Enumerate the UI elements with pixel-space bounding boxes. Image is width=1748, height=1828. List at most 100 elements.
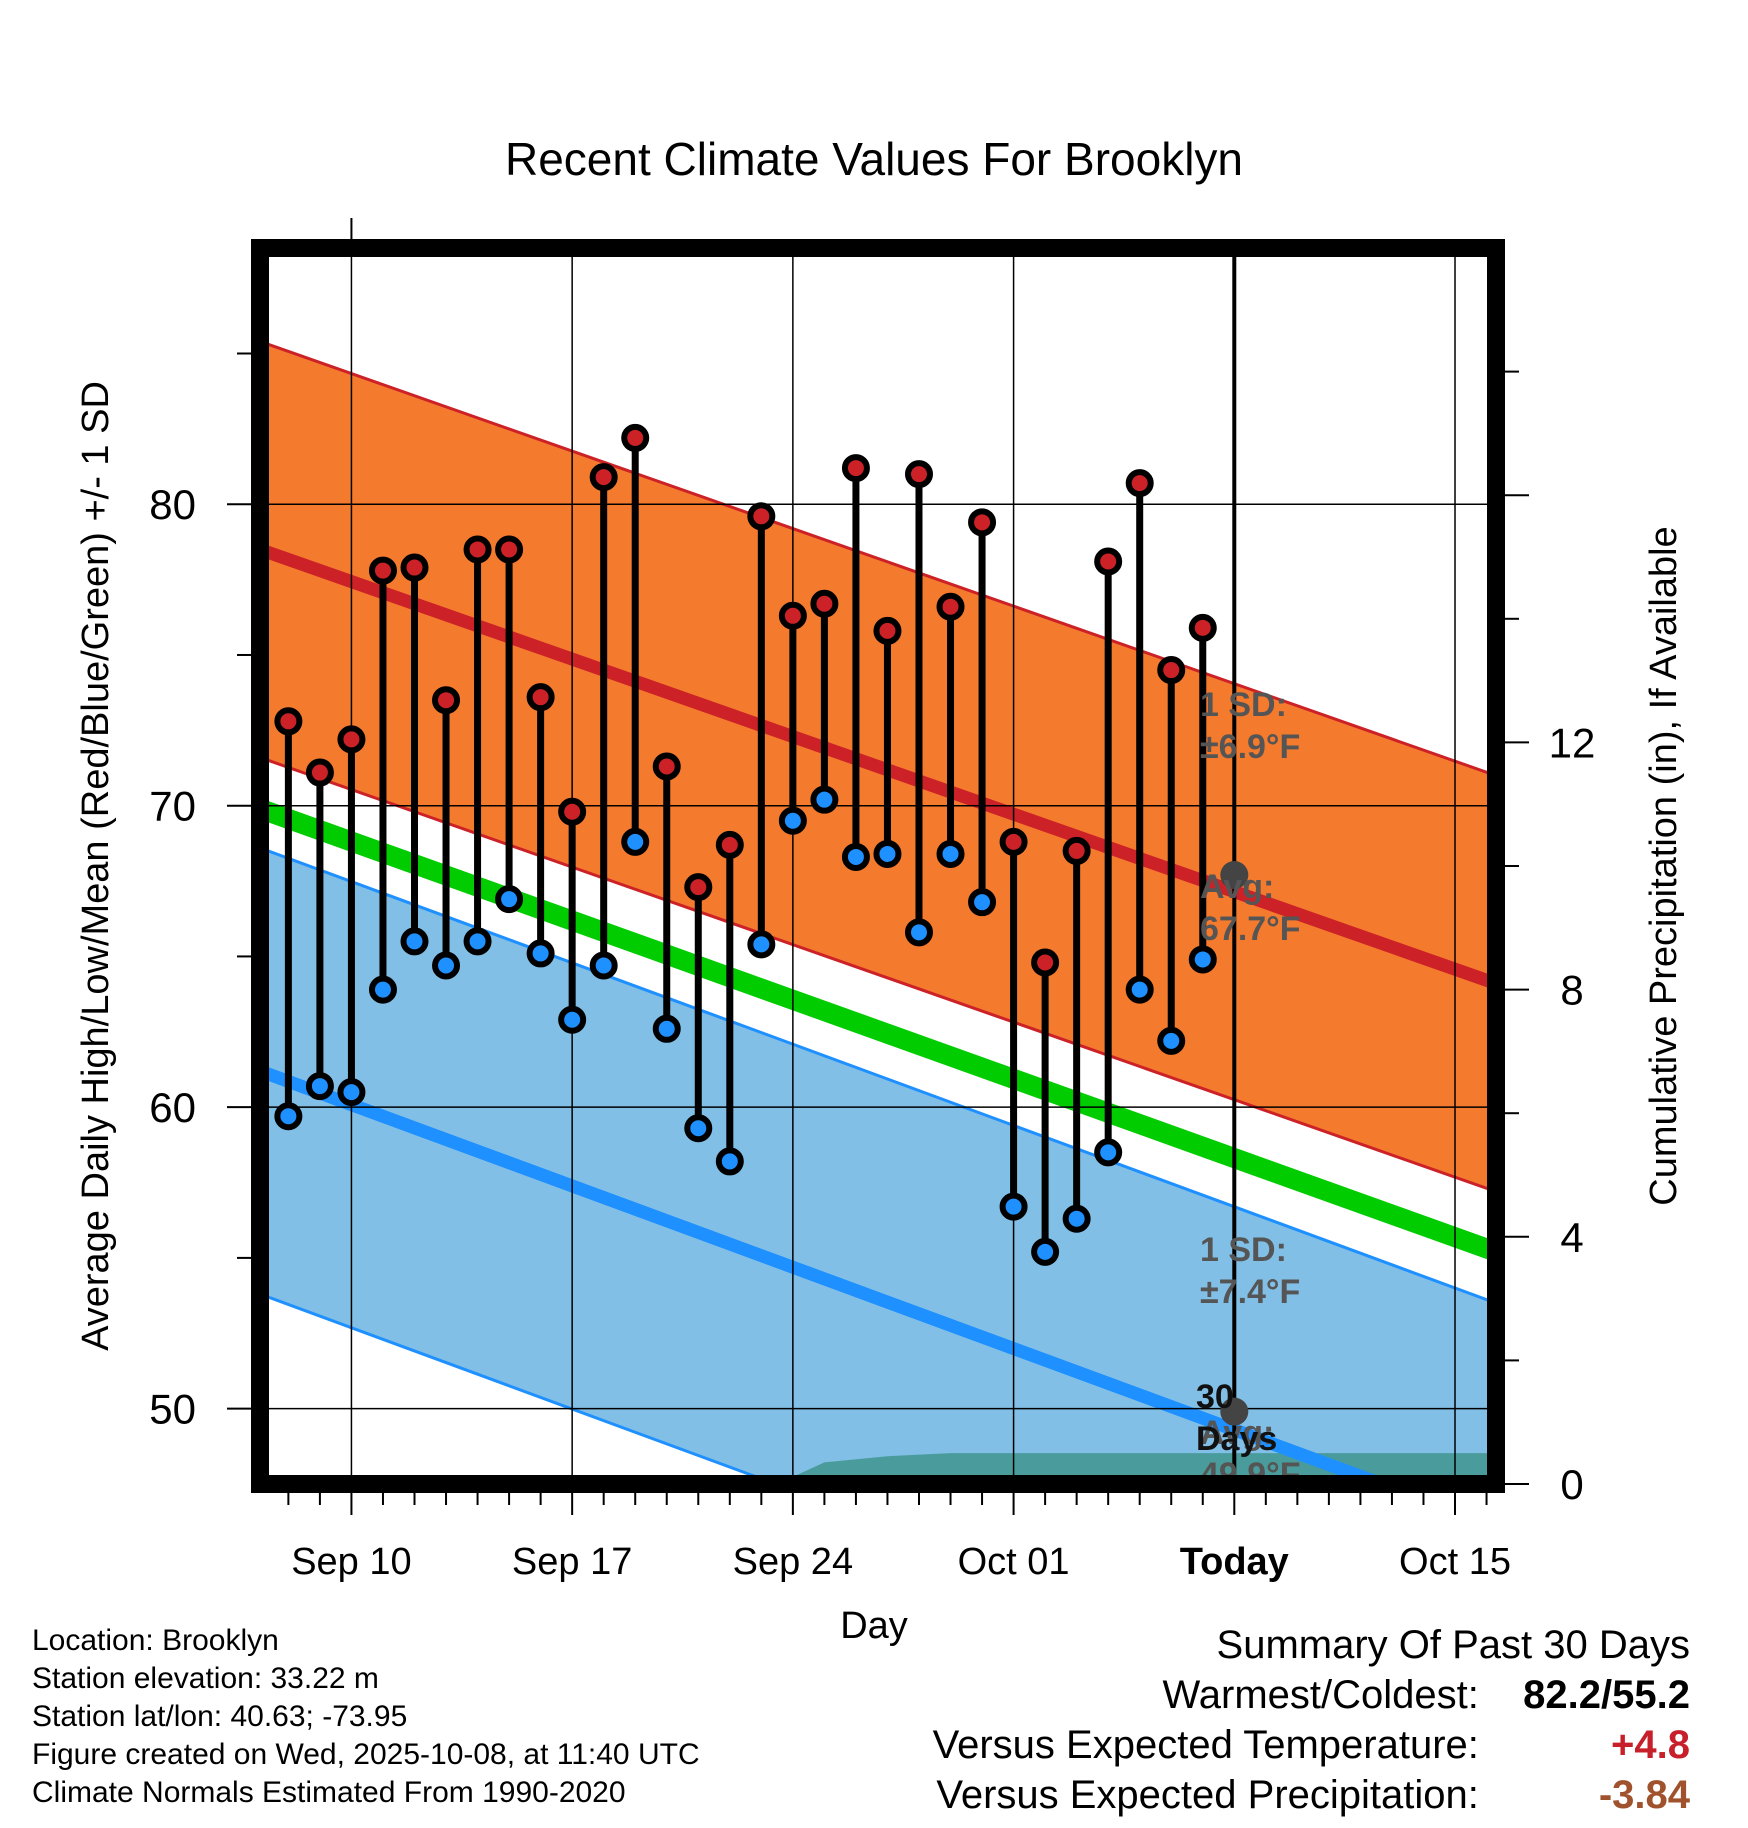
y2-tick-label: 12 <box>1549 719 1596 766</box>
daily-low-point <box>778 806 807 835</box>
daily-high-point <box>968 508 997 537</box>
daily-low-point <box>337 1078 366 1107</box>
avg-mean-line <box>260 799 1496 1262</box>
daily-low-point <box>400 927 429 956</box>
daily-low-point <box>904 918 933 947</box>
daily-high-point <box>1031 948 1060 977</box>
daily-high-point <box>904 460 933 489</box>
daily-low-point <box>999 1192 1028 1221</box>
temp-value: +4.8 <box>1611 1723 1690 1767</box>
y-tick-label: 50 <box>149 1386 196 1433</box>
daily-high-point <box>1125 469 1154 498</box>
days-word-label: Days <box>1196 1420 1277 1458</box>
today-avg-high-marker <box>1220 861 1249 890</box>
daily-low-point <box>936 839 965 868</box>
y-axis-label: Average Daily High/Low/Mean (Red/Blue/Gr… <box>75 381 117 1351</box>
y2-tick-label: 0 <box>1560 1461 1583 1508</box>
daily-low-point <box>715 1147 744 1176</box>
normals-text: Climate Normals Estimated From 1990-2020 <box>32 1776 626 1809</box>
station-info: Location: Brooklyn Station elevation: 33… <box>32 1622 700 1812</box>
x-tick-label: Oct 01 <box>958 1541 1070 1583</box>
daily-high-point <box>810 589 839 618</box>
daily-high-point <box>432 686 461 715</box>
daily-low-point <box>558 1005 587 1034</box>
days-count-label: 30 <box>1196 1378 1234 1416</box>
latlon-text: Station lat/lon: 40.63; -73.95 <box>32 1700 408 1733</box>
daily-high-point <box>558 797 587 826</box>
low-avg-label: Avg: <box>1200 1414 1274 1452</box>
daily-high-point <box>652 752 681 781</box>
daily-low-point <box>652 1014 681 1043</box>
y-tick-label: 80 <box>149 481 196 528</box>
created-text: Figure created on Wed, 2025-10-08, at 11… <box>32 1738 700 1771</box>
daily-low-point <box>621 827 650 856</box>
daily-high-point <box>1094 547 1123 576</box>
daily-low-point <box>495 885 524 914</box>
daily-high-point <box>999 827 1028 856</box>
daily-low-point <box>841 842 870 871</box>
low-sd-band-lower-edge <box>260 1292 781 1484</box>
daily-high-point <box>1062 836 1091 865</box>
x-tick-label: Sep 17 <box>512 1541 632 1583</box>
daily-high-point <box>936 592 965 621</box>
y2-axis-label: Cumulative Precipitation (in), If Availa… <box>1643 526 1685 1205</box>
daily-low-point <box>684 1114 713 1143</box>
daily-low-point <box>463 927 492 956</box>
daily-low-point <box>1125 975 1154 1004</box>
high-sd-band-lower-edge <box>260 756 1496 1193</box>
low-sd-value: ±7.4°F <box>1200 1273 1300 1311</box>
daily-low-point <box>589 951 618 980</box>
precip-value: -3.84 <box>1598 1773 1690 1817</box>
daily-low-point <box>968 888 997 917</box>
x-tick-label: Sep 10 <box>291 1541 411 1583</box>
chart-title: Recent Climate Values For Brooklyn <box>505 133 1243 185</box>
elevation-text: Station elevation: 33.22 m <box>32 1662 379 1695</box>
daily-high-point <box>526 683 555 712</box>
daily-high-point <box>274 707 303 736</box>
summary-temp-row: Versus Expected Temperature: +4.8 <box>933 1720 1690 1770</box>
daily-high-point <box>337 725 366 754</box>
high-avg-value: 67.7°F <box>1200 910 1301 948</box>
daily-low-point <box>305 1072 334 1101</box>
avg-high-line <box>260 543 1496 990</box>
summary-title: Summary Of Past 30 Days <box>1216 1623 1690 1667</box>
high-sd-label: 1 SD: <box>1200 686 1287 724</box>
summary-warmest-row: Warmest/Coldest: 82.2/55.2 <box>933 1670 1691 1720</box>
low-sd-band-upper-edge <box>260 846 1496 1305</box>
y2-tick-label: 8 <box>1560 967 1583 1014</box>
daily-high-point <box>873 616 902 645</box>
daily-low-point <box>526 939 555 968</box>
daily-high-point <box>684 873 713 902</box>
warmest-label: Warmest/Coldest: <box>1162 1673 1479 1717</box>
location-text: Location: Brooklyn <box>32 1624 279 1657</box>
daily-high-point <box>1157 656 1186 685</box>
summary-precip-row: Versus Expected Precipitation: -3.84 <box>933 1770 1690 1820</box>
plot-frame <box>251 239 1505 1493</box>
y2-tick-label: 4 <box>1560 1214 1583 1261</box>
daily-low-point <box>1188 945 1217 974</box>
x-tick-label: Sep 24 <box>733 1541 853 1583</box>
high-sd-band-upper-edge <box>260 340 1496 777</box>
daily-low-point <box>1094 1138 1123 1167</box>
daily-high-point <box>778 601 807 630</box>
avg-low-line <box>260 1064 1401 1484</box>
daily-high-point <box>495 535 524 564</box>
daily-high-point <box>368 556 397 585</box>
daily-low-point <box>274 1102 303 1131</box>
x-tick-label: Today <box>1180 1541 1289 1583</box>
daily-low-point <box>873 839 902 868</box>
daily-high-point <box>400 553 429 582</box>
precip-label: Versus Expected Precipitation: <box>936 1773 1479 1817</box>
daily-low-point <box>1031 1237 1060 1266</box>
daily-low-point <box>368 975 397 1004</box>
daily-low-point <box>432 951 461 980</box>
x-axis-label: Day <box>840 1605 908 1647</box>
daily-high-point <box>621 423 650 452</box>
high-avg-label: Avg: <box>1200 868 1274 906</box>
daily-low-point <box>810 785 839 814</box>
summary-panel: Summary Of Past 30 Days Warmest/Coldest:… <box>933 1620 1690 1820</box>
y-tick-label: 60 <box>149 1084 196 1131</box>
daily-high-point <box>463 535 492 564</box>
low-sd-label: 1 SD: <box>1200 1231 1287 1269</box>
